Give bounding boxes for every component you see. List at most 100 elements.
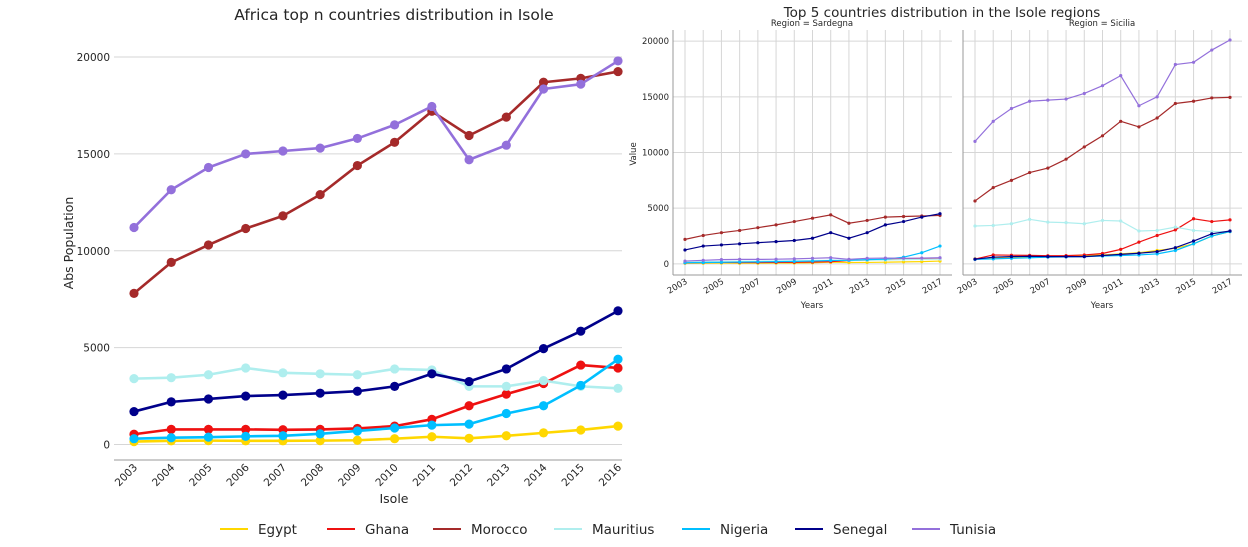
panel-point-senegal — [829, 231, 833, 235]
panel-point-nigeria — [920, 251, 924, 255]
main-xtick-label: 2007 — [262, 462, 289, 489]
main-point-mauritius — [390, 364, 400, 374]
panel-point-senegal — [865, 231, 869, 235]
panel-point-tunisia — [1100, 84, 1105, 88]
panel-point-tunisia — [1137, 104, 1141, 108]
panel-point-morocco — [683, 237, 687, 241]
main-point-mauritius — [613, 383, 623, 393]
main-point-egypt — [427, 432, 437, 442]
plot-layer: 0 5000 10000 15000 20000 2003 2004 2005 2006 2007… — [77, 30, 1242, 489]
panel-point-tunisia — [719, 258, 724, 262]
panel-xtick-label: 2013 — [848, 277, 872, 296]
panel-point-morocco — [865, 218, 869, 223]
panel-point-mauritius — [1046, 220, 1050, 224]
panel-point-ghana — [1155, 233, 1159, 238]
main-point-morocco — [390, 137, 400, 147]
panel-point-ghana — [991, 253, 995, 257]
panel-point-tunisia — [701, 258, 705, 262]
main-point-nigeria — [203, 432, 214, 442]
panel-point-senegal — [1064, 255, 1068, 259]
legend-label-egypt: Egypt — [258, 522, 297, 538]
panel-point-tunisia — [847, 257, 851, 262]
panel-point-tunisia — [1191, 60, 1196, 64]
panel-point-nigeria — [1155, 252, 1159, 256]
legend: Egypt Ghana Morocco Mauritius Nigeria Senegal… — [220, 522, 996, 538]
main-point-morocco — [203, 240, 214, 250]
main-point-mauritius — [352, 370, 362, 380]
main-xtick-label: 2011 — [411, 462, 438, 489]
main-point-senegal — [315, 388, 325, 398]
panel-point-morocco — [1100, 134, 1105, 138]
panel-point-nigeria — [1173, 248, 1177, 253]
panel-point-egypt — [865, 260, 869, 265]
panel-xtick-label: 2005 — [992, 277, 1016, 296]
panel-point-senegal — [738, 242, 742, 246]
panel-point-tunisia — [883, 256, 887, 260]
panel-point-ghana — [1173, 228, 1177, 232]
main-point-senegal — [278, 390, 288, 400]
legend-label-morocco: Morocco — [471, 522, 528, 538]
main-point-tunisia — [315, 143, 325, 153]
main-point-ghana — [576, 360, 586, 370]
panel-point-mauritius — [1210, 229, 1214, 234]
panel-point-morocco — [1082, 145, 1086, 149]
panel-point-tunisia — [1028, 99, 1032, 103]
panel-point-morocco — [883, 215, 887, 219]
panel-xtick-label: 2007 — [1029, 277, 1053, 296]
main-point-mauritius — [166, 373, 176, 383]
main-point-nigeria — [427, 420, 437, 430]
main-point-tunisia — [613, 56, 623, 66]
panel-point-tunisia — [829, 256, 833, 260]
panel-point-tunisia — [865, 256, 869, 260]
panel-point-senegal — [1082, 255, 1086, 259]
panel-point-senegal — [938, 212, 942, 216]
panel-point-nigeria — [701, 260, 705, 265]
main-point-ghana — [501, 389, 511, 399]
panel-point-morocco — [1210, 96, 1214, 100]
main-point-tunisia — [352, 133, 362, 144]
panel-point-ghana — [1210, 219, 1214, 224]
main-point-tunisia — [501, 140, 511, 150]
main-xtick-label: 2008 — [299, 462, 326, 489]
panel-point-tunisia — [920, 256, 924, 260]
panel-point-morocco — [701, 233, 705, 238]
panel-xtick-label: 2003 — [956, 277, 980, 296]
main-series-line-ghana — [133, 363, 619, 436]
panel-point-morocco — [1191, 99, 1196, 103]
panel-point-nigeria — [1191, 242, 1196, 246]
panel-point-tunisia — [1064, 97, 1068, 101]
main-point-tunisia — [538, 84, 549, 94]
main-point-tunisia — [129, 222, 139, 233]
panel-point-morocco — [901, 214, 906, 219]
panel-point-morocco — [1173, 101, 1177, 106]
main-point-ghana — [464, 401, 474, 411]
panel-point-senegal — [1191, 239, 1196, 243]
panel-point-tunisia — [1210, 48, 1214, 52]
panel-point-morocco — [774, 223, 778, 227]
main-point-egypt — [390, 434, 400, 444]
main-point-nigeria — [166, 433, 176, 443]
panel-point-senegal — [1173, 246, 1177, 250]
main-point-mauritius — [538, 375, 549, 386]
main-point-tunisia — [427, 101, 437, 112]
main-point-egypt — [315, 436, 325, 446]
main-point-mauritius — [203, 370, 214, 380]
panel-xtick-label: 2015 — [884, 277, 908, 296]
panel-point-nigeria — [938, 244, 942, 248]
main-chart-title: Africa top n countries distribution in I… — [234, 6, 553, 24]
panel-xtick-label: 2017 — [921, 277, 945, 296]
panel-point-mauritius — [1173, 225, 1177, 229]
main-series-line-egypt — [133, 424, 619, 443]
panel-point-senegal — [883, 223, 887, 227]
main-point-tunisia — [390, 120, 400, 130]
main-point-ghana — [613, 363, 623, 373]
panel-point-morocco — [1028, 170, 1032, 175]
panel-point-senegal — [920, 215, 924, 219]
panel-point-morocco — [829, 213, 833, 217]
main-point-morocco — [278, 211, 288, 221]
panel-sardegna-ylabel: Value — [629, 142, 639, 165]
main-xtick-label: 2006 — [224, 461, 252, 489]
panel-point-morocco — [973, 199, 977, 203]
panel-xtick-label: 2003 — [666, 277, 690, 296]
main-xtick-label: 2014 — [522, 461, 550, 489]
